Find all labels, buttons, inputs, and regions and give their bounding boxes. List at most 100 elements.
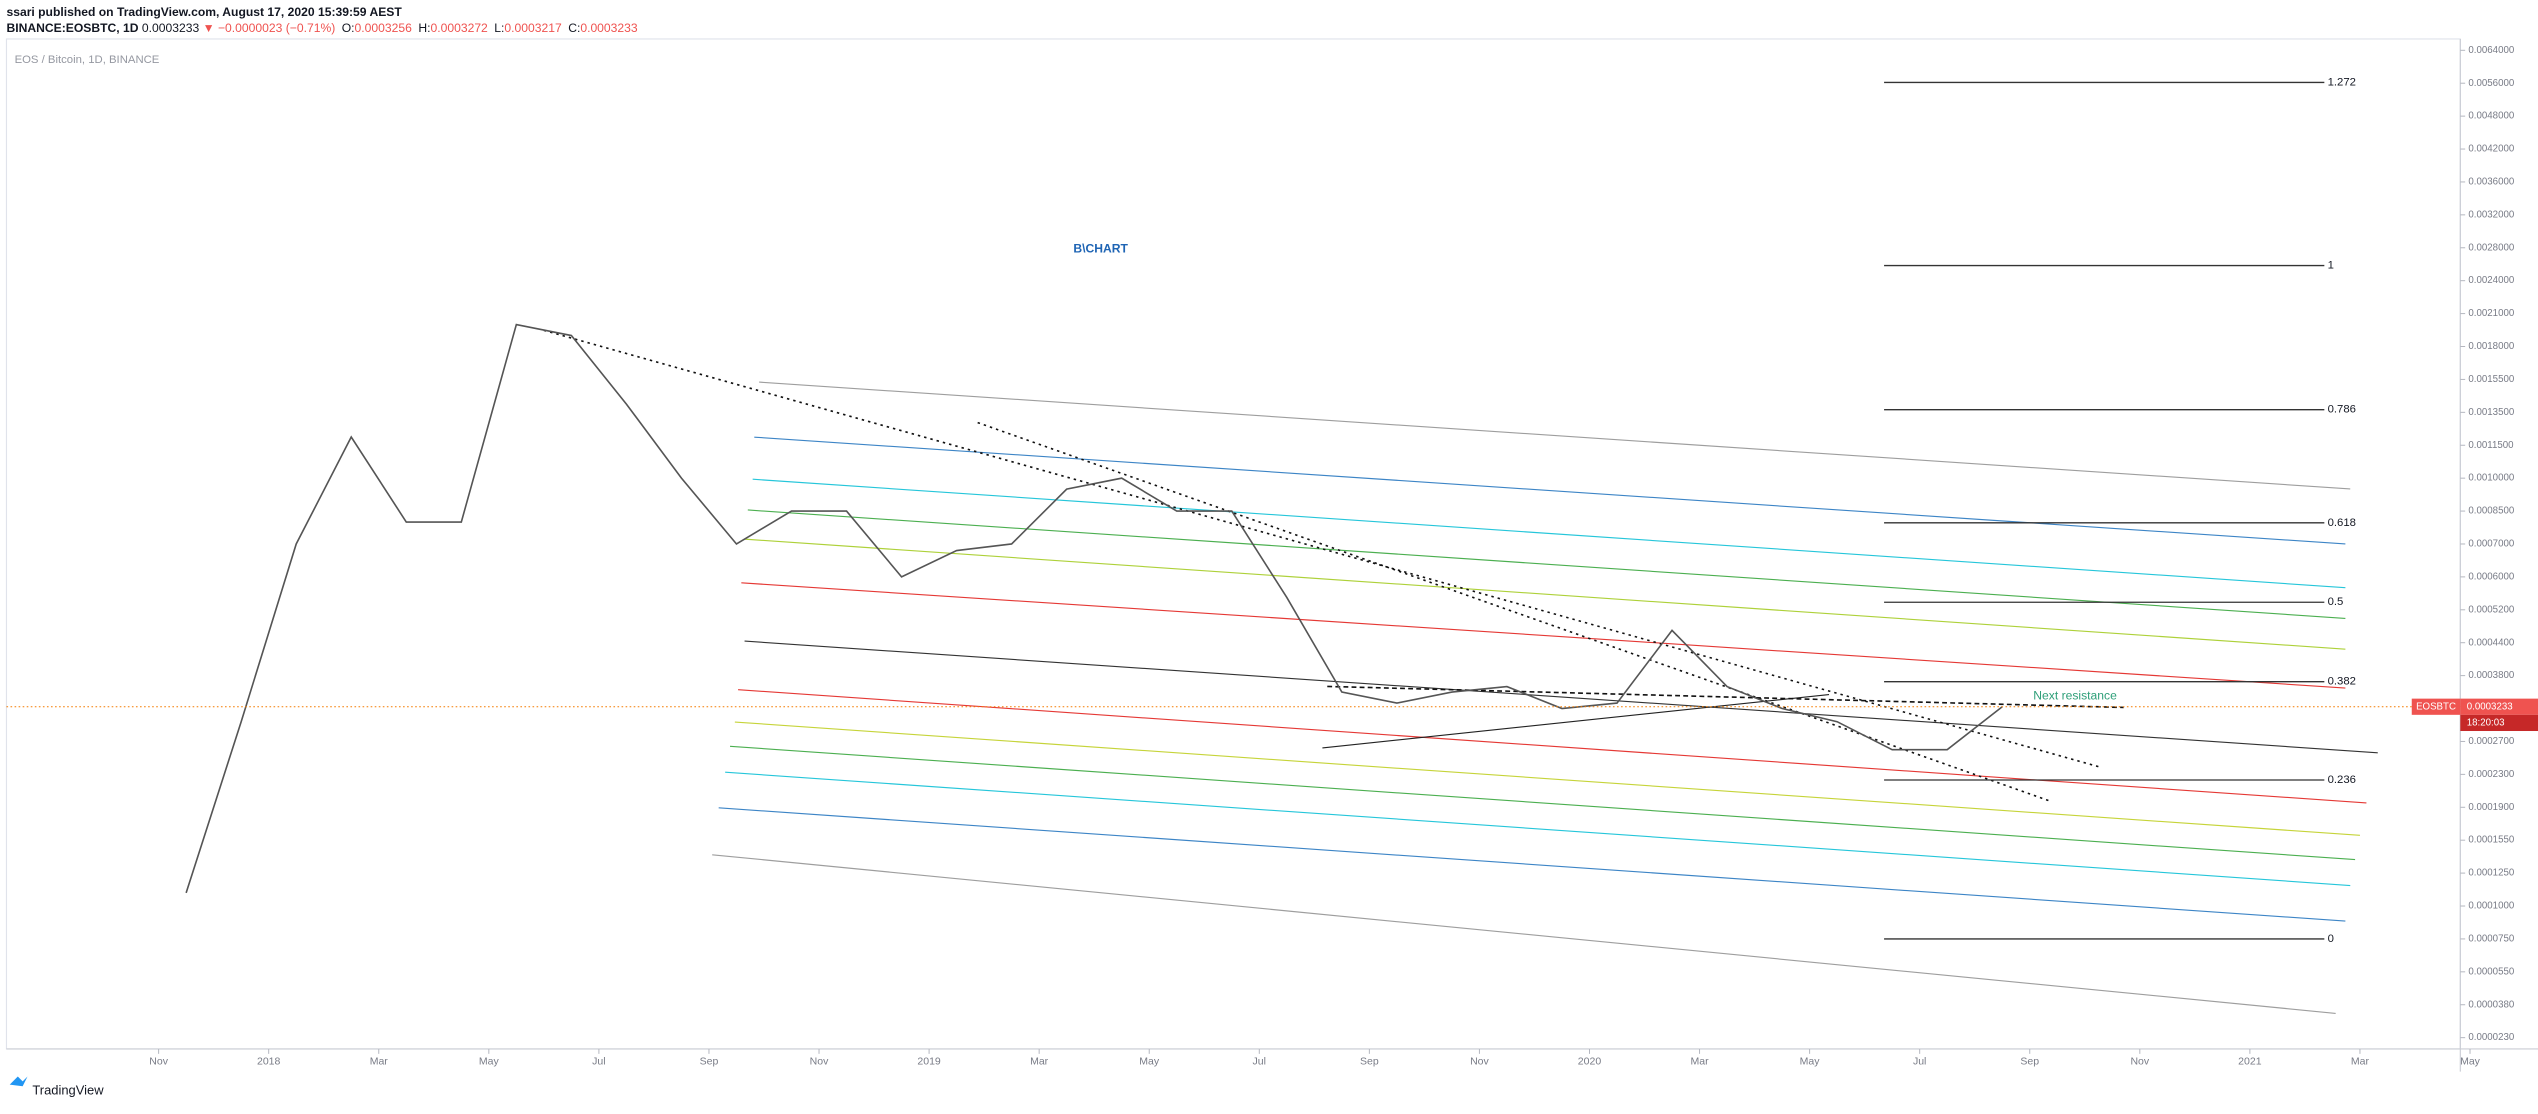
ohlc-key: L: xyxy=(494,21,504,35)
fib-label: 1 xyxy=(2328,260,2334,272)
fib-label: 1.272 xyxy=(2328,76,2356,88)
y-tick-label: 0.0008500 xyxy=(2468,506,2514,517)
y-tick-label: 0.0006000 xyxy=(2468,571,2514,582)
fib-label: 0.786 xyxy=(2328,404,2356,416)
logo xyxy=(9,1076,28,1087)
y-tick-label: 0.0011500 xyxy=(2468,440,2514,451)
x-tick-label: Sep xyxy=(700,1056,719,1068)
footer: TradingView xyxy=(32,1082,104,1097)
x-tick-label: May xyxy=(479,1056,500,1068)
price-tag xyxy=(2460,698,2538,715)
channel-line xyxy=(1322,693,1830,749)
channel-line xyxy=(754,436,2346,545)
channel-line xyxy=(734,721,2360,836)
x-tick-label: May xyxy=(2460,1056,2481,1068)
y-tick-label: 0.0001900 xyxy=(2468,802,2514,813)
y-tick-label: 0.0001550 xyxy=(2468,835,2514,846)
change: ▼ −0.0000023 (−0.71%) xyxy=(203,21,336,35)
channel-line xyxy=(744,538,2346,650)
y-tick-label: 0.0000750 xyxy=(2468,933,2514,944)
x-tick-label: 2021 xyxy=(2238,1056,2262,1068)
fib-label: 0.5 xyxy=(2328,596,2344,608)
y-tick-label: 0.0000550 xyxy=(2468,966,2514,977)
x-tick-label: Sep xyxy=(1360,1056,1379,1068)
y-tick-label: 0.0000380 xyxy=(2468,999,2514,1010)
fib-label: 0.236 xyxy=(2328,774,2356,786)
x-tick-label: May xyxy=(1800,1056,1821,1068)
x-tick-label: 2018 xyxy=(257,1056,281,1068)
fib-label: 0.618 xyxy=(2328,517,2356,529)
x-tick-label: Nov xyxy=(1470,1056,1489,1068)
x-tick-label: 2020 xyxy=(1578,1056,1602,1068)
x-tick-label: Nov xyxy=(2130,1056,2149,1068)
x-tick-label: Nov xyxy=(149,1056,168,1068)
y-tick-label: 0.0064000 xyxy=(2468,45,2514,56)
ohlc-key: O: xyxy=(342,21,355,35)
ohlc-value: 0.0003256 xyxy=(355,21,413,35)
channel-line xyxy=(744,640,2378,754)
y-tick-label: 0.0007000 xyxy=(2468,539,2514,550)
channel-line xyxy=(729,745,2356,861)
y-tick-label: 0.0000230 xyxy=(2468,1032,2514,1043)
x-tick-label: Jul xyxy=(1253,1056,1266,1068)
plot-frame xyxy=(5,38,2461,1050)
channel-line xyxy=(712,854,2336,1014)
y-tick-label: 0.0048000 xyxy=(2468,111,2514,122)
fib-label: 0.382 xyxy=(2328,676,2356,688)
y-tick-label: 0.0028000 xyxy=(2468,242,2514,253)
ohlc-value: 0.0003217 xyxy=(504,21,562,35)
y-tick-label: 0.0018000 xyxy=(2468,341,2514,352)
x-tick-label: Nov xyxy=(810,1056,829,1068)
x-tick-label: Jul xyxy=(1913,1056,1926,1068)
byline-text: ssari published on TradingView.com, Augu… xyxy=(6,5,402,19)
drawings xyxy=(543,329,2378,1014)
symbol-tag xyxy=(2411,698,2461,715)
annotation: Next resistance xyxy=(2033,688,2117,702)
y-tick-label: 0.0036000 xyxy=(2468,177,2514,188)
x-tick-label: Mar xyxy=(1030,1056,1049,1068)
channel-line xyxy=(747,509,2346,620)
channel-line xyxy=(759,381,2351,490)
channel-line xyxy=(725,771,2351,887)
channel-line xyxy=(752,478,2346,589)
x-tick-label: May xyxy=(1139,1056,1160,1068)
countdown-label: 18:20:03 xyxy=(2467,717,2505,728)
y-tick-label: 0.0001250 xyxy=(2468,868,2514,879)
fib-label: 0 xyxy=(2328,933,2334,945)
y-tick-label: 0.0032000 xyxy=(2468,209,2514,220)
trend-line xyxy=(543,329,2102,769)
y-tick-label: 0.0005200 xyxy=(2468,604,2514,615)
channel-line xyxy=(741,582,2346,689)
y-tick-label: 0.0002700 xyxy=(2468,736,2514,747)
annotation: B\CHART xyxy=(1073,242,1128,256)
ohlc-value: 0.0003233 xyxy=(580,21,638,35)
ohlc: O:0.0003256 H:0.0003272 L:0.0003217 C:0.000… xyxy=(342,21,638,35)
y-tick-label: 0.0010000 xyxy=(2468,473,2514,484)
channel-line xyxy=(738,689,2367,804)
x-tick-label: Jul xyxy=(592,1056,605,1068)
symbol-tag-label: EOSBTC xyxy=(2416,701,2456,712)
x-tick-label: 2019 xyxy=(917,1056,941,1068)
x-tick-label: Mar xyxy=(1690,1056,1709,1068)
last: 0.0003233 xyxy=(142,21,200,35)
ohlc-value: 0.0003272 xyxy=(430,21,488,35)
symbol: BINANCE:EOSBTC, 1D xyxy=(6,21,138,35)
ohlc-key: C: xyxy=(568,21,580,35)
y-tick-label: 0.0015500 xyxy=(2468,374,2514,385)
y-tick-label: 0.0002300 xyxy=(2468,769,2514,780)
y-tick-label: 0.0004400 xyxy=(2468,637,2514,648)
y-tick-label: 0.0056000 xyxy=(2468,78,2514,89)
y-tick-label: 0.0013500 xyxy=(2468,407,2514,418)
countdown-tag xyxy=(2460,714,2538,732)
byline: ssari published on TradingView.com, Augu… xyxy=(6,5,402,19)
price-line xyxy=(185,323,2003,894)
ohlc-key: H: xyxy=(418,21,430,35)
symbol-line: BINANCE:EOSBTC, 1D 0.0003233 ▼ −0.000002… xyxy=(6,21,637,35)
channel-line xyxy=(718,807,2346,922)
legend: EOS / Bitcoin, 1D, BINANCE xyxy=(15,54,160,66)
y-tick-label: 0.0001000 xyxy=(2468,901,2514,912)
x-tick-label: Mar xyxy=(2351,1056,2370,1068)
y-tick-label: 0.0021000 xyxy=(2468,308,2514,319)
x-tick-label: Mar xyxy=(370,1056,389,1068)
